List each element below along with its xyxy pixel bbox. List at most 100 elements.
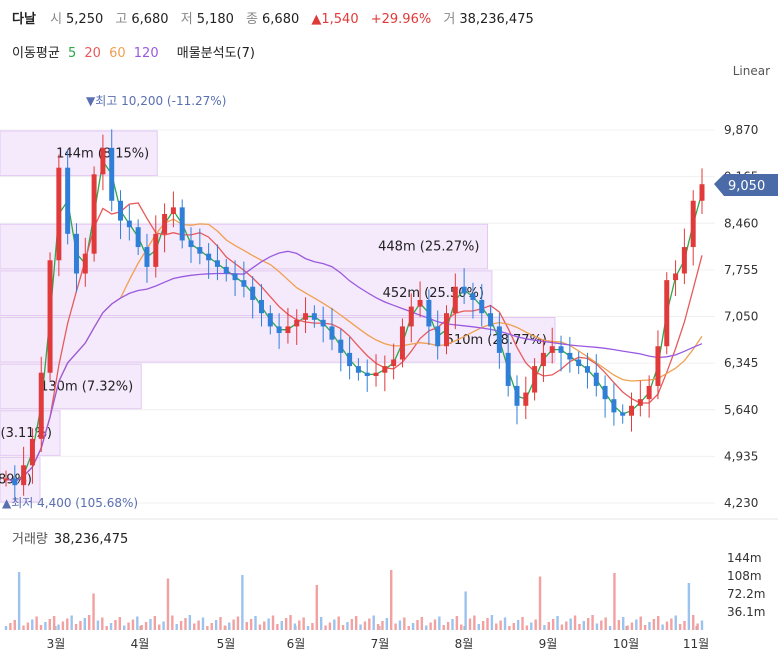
candle-body <box>567 352 573 360</box>
volume-bar <box>696 623 699 630</box>
volume-bar <box>460 624 463 630</box>
volume-bar <box>657 616 660 630</box>
volume-bar <box>683 621 686 630</box>
candle-body <box>329 326 335 340</box>
volume-bar <box>486 618 489 630</box>
volume-bar <box>127 622 130 630</box>
volume-bar <box>149 619 152 630</box>
candle-body <box>258 299 264 314</box>
volume-bar <box>293 623 297 630</box>
volume-bar <box>193 623 196 630</box>
volume-bar <box>83 618 86 630</box>
low-label: 저 <box>180 12 193 27</box>
volume-bar <box>565 621 568 630</box>
current-price-tag <box>714 174 778 196</box>
volume-bar <box>66 618 69 630</box>
volume-bar <box>328 622 332 630</box>
volume-bar <box>692 615 695 630</box>
volume-bar <box>153 616 157 630</box>
volume-bar <box>350 619 354 630</box>
volume-bar <box>109 623 113 630</box>
close-value: 6,680 <box>262 12 300 27</box>
volume-bar <box>455 616 459 630</box>
volume-bar <box>586 618 590 630</box>
volume-bar <box>442 625 445 630</box>
candle-body <box>347 352 353 367</box>
volume-bar <box>416 620 419 630</box>
candle-body <box>461 286 467 294</box>
volume-bar <box>700 620 704 630</box>
volume-bar <box>346 622 349 630</box>
candle-body <box>426 299 432 327</box>
volume-bar <box>661 624 664 630</box>
volume-bar <box>315 585 318 630</box>
candle-body <box>232 273 238 281</box>
candle-body <box>496 326 502 353</box>
candle-body <box>320 319 326 327</box>
volume-bar <box>530 622 533 630</box>
volume-profile-toggle[interactable]: 매물분석도(7) <box>176 46 255 61</box>
volume-bar <box>52 616 56 630</box>
volume-profile-bar <box>0 363 142 410</box>
candle-body <box>399 326 405 360</box>
candle-body <box>109 147 115 201</box>
candle-body <box>479 299 485 314</box>
volume-bar <box>188 615 192 630</box>
candle-body <box>162 213 168 234</box>
volume-bar <box>271 615 275 630</box>
x-tick-label: 10월 <box>613 637 639 651</box>
volume-bar <box>354 616 358 630</box>
volume-bar <box>670 618 673 630</box>
volume-bar <box>298 620 301 630</box>
candle-body <box>250 286 256 300</box>
indicator-legend[interactable]: 이동평균 5 20 60 120 매물분석도(7) <box>12 42 259 61</box>
candle-body <box>549 346 555 353</box>
volume-bar <box>363 621 367 630</box>
volume-bar <box>333 619 336 630</box>
volume-bar <box>306 626 310 630</box>
volume-profile-bar <box>0 130 158 177</box>
volume-bar <box>648 622 651 630</box>
volume-bar <box>144 622 148 630</box>
volume-bar <box>197 620 200 630</box>
volume-bar <box>481 621 485 630</box>
volume-bar <box>70 615 73 630</box>
x-tick-label: 3월 <box>47 637 66 651</box>
volume-bar <box>639 616 642 630</box>
candle-body <box>673 273 679 281</box>
candle-body <box>664 280 670 347</box>
volume-bar <box>228 622 231 630</box>
x-tick-label: 9월 <box>539 637 558 651</box>
volume-bar <box>521 617 524 630</box>
candle-body <box>170 207 176 214</box>
ma120-line <box>5 250 703 483</box>
max-price-label: ▼최고 10,200 (-11.27%) <box>86 94 226 108</box>
volume-bar <box>451 619 454 630</box>
ma-title[interactable]: 이동평균 <box>12 46 60 61</box>
volume-bar <box>96 620 100 630</box>
volume-bar <box>79 621 82 630</box>
volume-bar <box>35 616 38 630</box>
volume-bar <box>569 618 572 630</box>
volume-bar <box>39 625 43 630</box>
ma20-label: 20 <box>84 46 101 61</box>
candle-body <box>294 319 300 327</box>
candle-body <box>214 260 220 267</box>
volume-bar <box>44 622 47 630</box>
volume-bar <box>411 623 415 630</box>
current-price-marker: 9,050 <box>714 174 778 196</box>
volume-bar <box>556 616 559 630</box>
volume-bar <box>420 617 424 630</box>
volume-bar <box>543 625 546 630</box>
volume-bar <box>573 615 577 630</box>
scale-toggle[interactable]: Linear <box>732 64 770 78</box>
volume-bar <box>617 620 621 630</box>
volume-bar <box>131 619 135 630</box>
volume-bar <box>398 620 402 630</box>
candle-body <box>488 313 494 327</box>
candle-body <box>364 372 370 377</box>
volume-bar <box>118 617 122 630</box>
candle-body <box>311 313 317 320</box>
volume-label: 거 <box>443 12 456 27</box>
